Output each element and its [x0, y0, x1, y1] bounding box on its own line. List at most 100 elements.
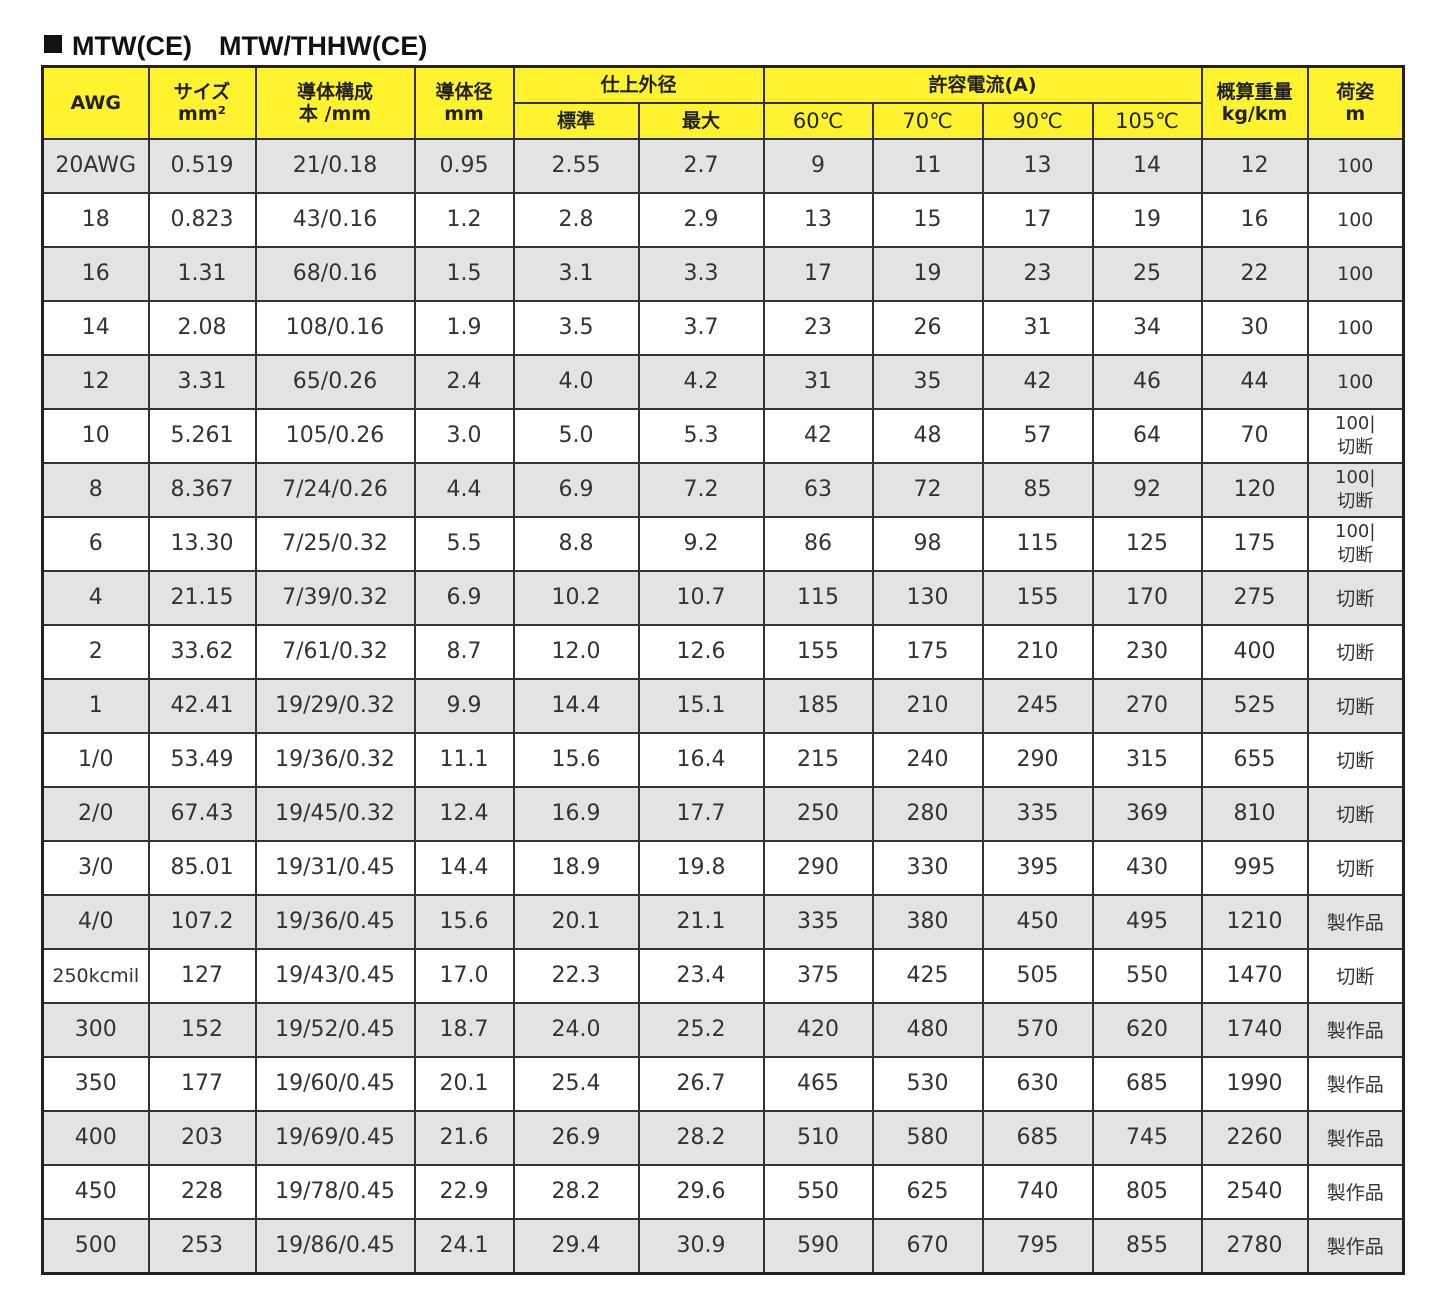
table-cell: 26	[871, 299, 984, 356]
table-cell: 335	[981, 785, 1094, 842]
table-cell: 26.7	[637, 1055, 765, 1112]
table-cell: 28.2	[512, 1163, 640, 1220]
table-row: 1/0 53.49 19/36/0.32 11.1 15.6 16.4 215 240 290 3…	[41, 731, 1405, 788]
table-title: MTW(CE) MTW/THHW(CE)	[44, 24, 427, 63]
table-cell: 655	[1200, 731, 1309, 788]
table-cell: 2	[41, 623, 150, 680]
table-cell: 108/0.16	[254, 299, 416, 356]
table-cell: 155	[981, 569, 1094, 626]
table-cell: 20AWG	[41, 137, 150, 194]
table-cell: 86	[762, 515, 874, 572]
packing-cell: 製作品	[1306, 1109, 1405, 1166]
table-row: 4/0 107.2 19/36/0.45 15.6 20.1 21.1 335 380 450 4…	[41, 893, 1405, 950]
table-cell: 465	[762, 1055, 874, 1112]
table-cell: 430	[1091, 839, 1203, 896]
table-cell: 420	[762, 1001, 874, 1058]
table-cell: 4.4	[413, 461, 515, 518]
table-cell: 228	[147, 1163, 257, 1220]
table-cell: 23	[981, 245, 1094, 302]
table-cell: 550	[1091, 947, 1203, 1004]
table-cell: 250kcmil	[41, 947, 150, 1004]
table-cell: 152	[147, 1001, 257, 1058]
table-row: 500 253 19/86/0.45 24.1 29.4 30.9 590 670 795 855…	[41, 1217, 1405, 1274]
table-cell: 19/43/0.45	[254, 947, 416, 1004]
table-cell: 35	[871, 353, 984, 410]
table-cell: 10.7	[637, 569, 765, 626]
table-cell: 115	[762, 569, 874, 626]
header-weight-label: 概算重量	[1216, 80, 1293, 103]
packing-cell: 切断	[1306, 623, 1405, 680]
table-cell: 400	[1200, 623, 1309, 680]
table-row: 3/0 85.01 19/31/0.45 14.4 18.9 19.8 290 330 395 4…	[41, 839, 1405, 896]
table-row: 18 0.823 43/0.16 1.2 2.8 2.9 13 15 17 19 16 100	[41, 191, 1405, 248]
table-cell: 33.62	[147, 623, 257, 680]
table-cell: 185	[762, 677, 874, 734]
table-cell: 19/60/0.45	[254, 1055, 416, 1112]
table-cell: 6.9	[512, 461, 640, 518]
table-cell: 8	[41, 461, 150, 518]
table-cell: 19.8	[637, 839, 765, 896]
table-cell: 1210	[1200, 893, 1309, 950]
table-cell: 12.6	[637, 623, 765, 680]
table-cell: 400	[41, 1109, 150, 1166]
table-cell: 685	[981, 1109, 1094, 1166]
table-cell: 67.43	[147, 785, 257, 842]
packing-cell: 切断	[1306, 839, 1405, 896]
table-cell: 63	[762, 461, 874, 518]
header-outer: 仕上外径	[512, 65, 765, 104]
table-cell: 7/25/0.32	[254, 515, 416, 572]
table-cell: 22	[1200, 245, 1309, 302]
table-cell: 68/0.16	[254, 245, 416, 302]
packing-cell: 切断	[1306, 677, 1405, 734]
table-cell: 995	[1200, 839, 1309, 896]
table-cell: 34	[1091, 299, 1203, 356]
table-cell: 670	[871, 1217, 984, 1274]
table-cell: 5.5	[413, 515, 515, 572]
table-cell: 14	[41, 299, 150, 356]
table-cell: 5.0	[512, 407, 640, 464]
table-cell: 29.4	[512, 1217, 640, 1274]
table-cell: 70	[1200, 407, 1309, 464]
table-cell: 23	[762, 299, 874, 356]
table-cell: 14.4	[413, 839, 515, 896]
header-packing: 荷姿 m	[1306, 65, 1405, 140]
table-cell: 175	[1200, 515, 1309, 572]
table-cell: 24.0	[512, 1001, 640, 1058]
table-row: 2/0 67.43 19/45/0.32 12.4 16.9 17.7 250 280 335 3…	[41, 785, 1405, 842]
table-body: 20AWG 0.519 21/0.18 0.95 2.55 2.7 9 11 13 14 12 100…	[41, 137, 1405, 1274]
table-cell: 29.6	[637, 1163, 765, 1220]
table-cell: 12.4	[413, 785, 515, 842]
table-cell: 48	[871, 407, 984, 464]
table-cell: 18.7	[413, 1001, 515, 1058]
table-cell: 6	[41, 515, 150, 572]
table-cell: 8.7	[413, 623, 515, 680]
packing-cell: 100	[1306, 137, 1405, 194]
table-cell: 3/0	[41, 839, 150, 896]
table-cell: 31	[762, 353, 874, 410]
table-row: 10 5.261 105/0.26 3.0 5.0 5.3 42 48 57 64 70 100|切断	[41, 407, 1405, 464]
packing-cell: 切断	[1306, 569, 1405, 626]
table-cell: 64	[1091, 407, 1203, 464]
table-cell: 19/36/0.45	[254, 893, 416, 950]
table-cell: 17	[762, 245, 874, 302]
table-cell: 16	[1200, 191, 1309, 248]
table-cell: 1470	[1200, 947, 1309, 1004]
table-cell: 4/0	[41, 893, 150, 950]
table-cell: 9.2	[637, 515, 765, 572]
table-cell: 85	[981, 461, 1094, 518]
table-row: 14 2.08 108/0.16 1.9 3.5 3.7 23 26 31 34 30 100	[41, 299, 1405, 356]
table-cell: 2.08	[147, 299, 257, 356]
packing-cell: 切断	[1306, 785, 1405, 842]
table-cell: 510	[762, 1109, 874, 1166]
table-cell: 42.41	[147, 677, 257, 734]
header-current: 許容電流(A)	[762, 65, 1203, 104]
table-cell: 369	[1091, 785, 1203, 842]
table-cell: 855	[1091, 1217, 1203, 1274]
table-cell: 115	[981, 515, 1094, 572]
table-cell: 1.2	[413, 191, 515, 248]
table-cell: 5.3	[637, 407, 765, 464]
table-cell: 250	[762, 785, 874, 842]
table-row: 12 3.31 65/0.26 2.4 4.0 4.2 31 35 42 46 44 100	[41, 353, 1405, 410]
table-cell: 315	[1091, 731, 1203, 788]
packing-cell: 100	[1306, 353, 1405, 410]
